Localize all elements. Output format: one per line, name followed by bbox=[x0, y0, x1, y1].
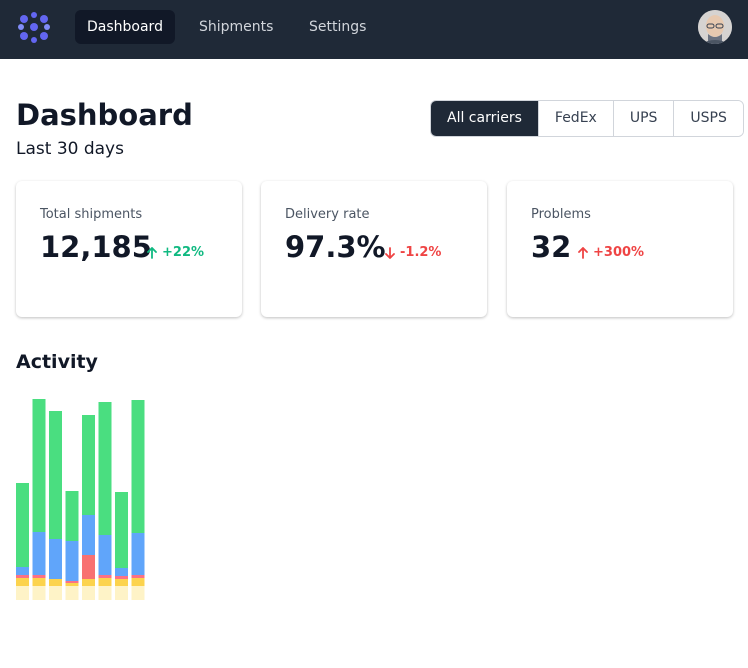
filter-usps[interactable]: USPS bbox=[673, 101, 743, 136]
stat-card-total-shipments: Total shipments 12,185 +22% bbox=[16, 181, 242, 317]
bar-segment-5-0 bbox=[82, 586, 95, 600]
bar-segment-1-4 bbox=[16, 483, 29, 567]
bar-segment-5-5 bbox=[82, 555, 95, 579]
bar-segment-4-4 bbox=[65, 491, 79, 541]
nav-settings[interactable]: Settings bbox=[309, 19, 367, 35]
stat-change: -1.2% bbox=[384, 245, 441, 260]
bar-segment-4-0 bbox=[65, 586, 79, 600]
stat-value: 12,185 bbox=[40, 230, 152, 264]
stat-change: +22% bbox=[146, 245, 204, 260]
bar-segment-4-3 bbox=[65, 541, 79, 581]
bar-segment-6-3 bbox=[98, 535, 112, 575]
page-title: Dashboard bbox=[16, 98, 193, 132]
stat-change-value: +22% bbox=[162, 245, 205, 260]
bar-segment-7-3 bbox=[115, 568, 128, 576]
bar-segment-2-0 bbox=[32, 586, 46, 600]
filter-all-carriers[interactable]: All carriers bbox=[431, 101, 538, 136]
bar-segment-6-0 bbox=[98, 586, 112, 600]
bar-segment-1-1 bbox=[16, 578, 29, 586]
bar-segment-2-3 bbox=[32, 532, 46, 575]
stat-change-value: -1.2% bbox=[400, 245, 442, 260]
stat-card-delivery-rate: Delivery rate 97.3% -1.2% bbox=[261, 181, 487, 317]
arrow-up-icon bbox=[578, 246, 588, 259]
bar-segment-1-0 bbox=[16, 586, 29, 600]
bar-segment-4-2 bbox=[65, 581, 79, 583]
bar-segment-2-2 bbox=[32, 575, 46, 578]
nav-dashboard[interactable]: Dashboard bbox=[75, 10, 175, 44]
bar-segment-7-4 bbox=[115, 492, 128, 568]
stat-label: Delivery rate bbox=[285, 207, 370, 222]
activity-chart bbox=[16, 399, 145, 600]
nav-shipments[interactable]: Shipments bbox=[199, 19, 274, 35]
bar-segment-5-3 bbox=[82, 515, 95, 555]
bar-segment-3-0 bbox=[49, 586, 62, 600]
bar-segment-6-1 bbox=[98, 578, 112, 586]
stat-value: 97.3% bbox=[285, 230, 386, 264]
bar-segment-8-3 bbox=[131, 533, 145, 575]
bar-segment-7-2 bbox=[115, 576, 128, 579]
bar-segment-8-1 bbox=[131, 578, 145, 586]
stat-card-problems: Problems 32 +300% bbox=[507, 181, 733, 317]
page-subtitle: Last 30 days bbox=[16, 139, 124, 159]
bar-segment-1-2 bbox=[16, 575, 29, 578]
top-navbar: Dashboard Shipments Settings bbox=[0, 0, 748, 59]
bar-segment-7-0 bbox=[115, 586, 128, 600]
bar-segment-3-4 bbox=[49, 411, 62, 539]
bar-segment-4-1 bbox=[65, 583, 79, 586]
arrow-down-icon bbox=[385, 246, 395, 259]
stat-label: Total shipments bbox=[40, 207, 143, 222]
stat-label: Problems bbox=[531, 207, 591, 222]
bar-segment-2-1 bbox=[32, 578, 46, 586]
user-avatar[interactable] bbox=[698, 10, 732, 44]
bar-segment-3-3 bbox=[49, 539, 62, 579]
stat-value: 32 bbox=[531, 230, 572, 264]
bar-segment-5-4 bbox=[82, 415, 95, 515]
filter-fedex[interactable]: FedEx bbox=[537, 101, 613, 136]
bar-segment-8-0 bbox=[131, 586, 145, 600]
activity-title: Activity bbox=[16, 351, 98, 373]
filter-ups[interactable]: UPS bbox=[612, 101, 674, 136]
bar-segment-5-1 bbox=[82, 579, 95, 586]
bar-segment-2-4 bbox=[32, 399, 46, 532]
bar-segment-3-1 bbox=[49, 579, 62, 586]
arrow-up-icon bbox=[147, 246, 157, 259]
carrier-filter: All carriers FedEx UPS USPS bbox=[430, 100, 744, 137]
bar-segment-8-2 bbox=[131, 575, 145, 578]
stat-change: +300% bbox=[577, 245, 644, 260]
bar-segment-6-4 bbox=[98, 402, 112, 535]
bar-segment-1-3 bbox=[16, 567, 29, 575]
stat-change-value: +300% bbox=[593, 245, 645, 260]
asterisk-logo-icon[interactable] bbox=[16, 10, 52, 46]
bar-segment-6-2 bbox=[98, 575, 112, 578]
bar-segment-8-4 bbox=[131, 400, 145, 533]
bar-segment-7-1 bbox=[115, 579, 128, 586]
